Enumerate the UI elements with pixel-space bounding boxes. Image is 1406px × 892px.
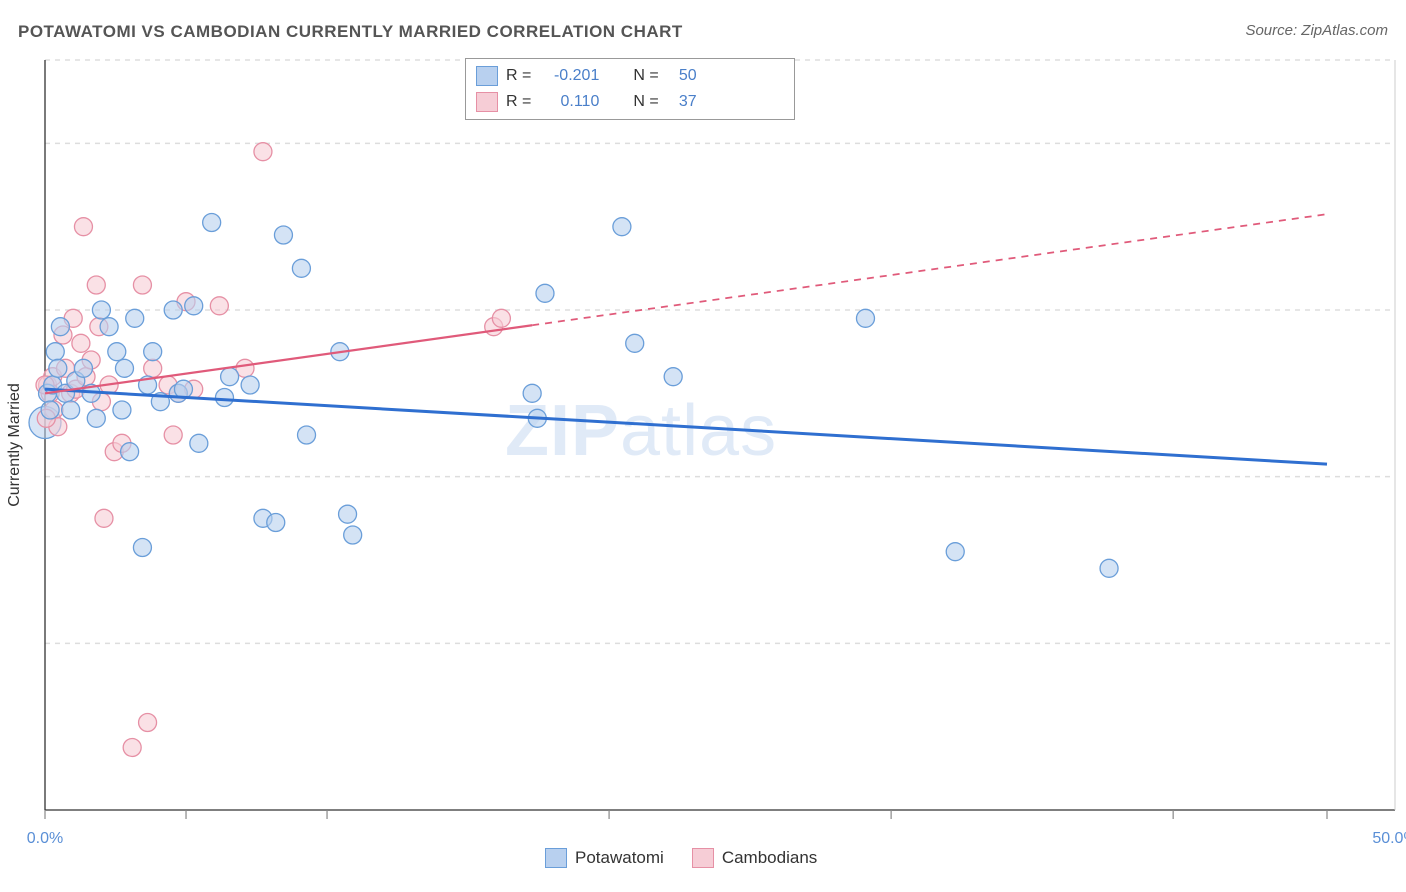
swatch-potawatomi: [476, 66, 498, 86]
legend-item-potawatomi: Potawatomi: [545, 848, 664, 868]
chart-title: POTAWATOMI VS CAMBODIAN CURRENTLY MARRIE…: [18, 22, 683, 42]
swatch-cambodians: [476, 92, 498, 112]
y-axis-label: Currently Married: [6, 383, 24, 507]
legend-item-cambodians: Cambodians: [692, 848, 817, 868]
scatter-svg: [45, 60, 1395, 830]
swatch-cambodians-icon: [692, 848, 714, 868]
x-tick-label: 50.0%: [1372, 830, 1406, 848]
source-credit: Source: ZipAtlas.com: [1245, 22, 1388, 39]
series-legend: Potawatomi Cambodians: [545, 848, 817, 868]
plot-area: Currently Married ZIPatlas R = -0.201 N …: [45, 60, 1395, 830]
x-tick-label: 0.0%: [27, 830, 63, 848]
stats-legend: R = -0.201 N = 50 R = 0.110 N = 37: [465, 58, 795, 120]
stats-row-cambodians: R = 0.110 N = 37: [476, 89, 784, 115]
stats-row-potawatomi: R = -0.201 N = 50: [476, 63, 784, 89]
swatch-potawatomi-icon: [545, 848, 567, 868]
